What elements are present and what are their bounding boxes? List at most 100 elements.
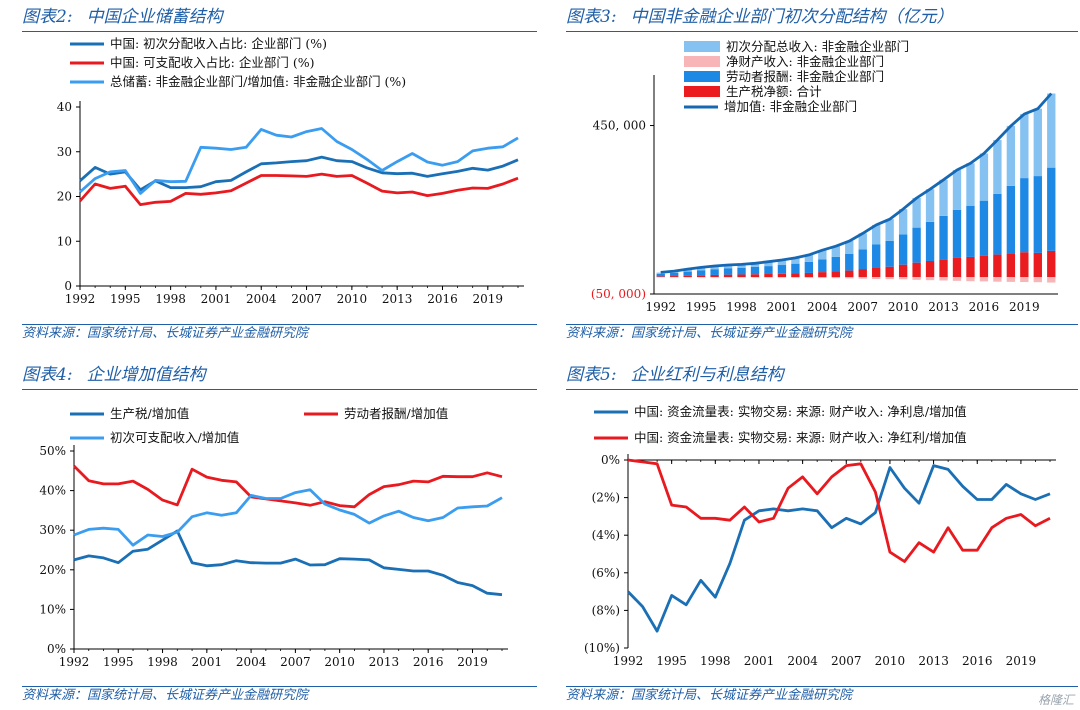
bar-income xyxy=(979,153,989,201)
bar-net-property xyxy=(952,277,962,281)
bar-income xyxy=(764,261,773,267)
bar-net-property xyxy=(1020,277,1029,283)
y-tick-label: 50% xyxy=(39,444,66,458)
y-tick-label: 0 xyxy=(64,279,72,293)
bar-net-property xyxy=(885,277,894,280)
bar-labor xyxy=(979,200,989,256)
bar-income xyxy=(656,272,665,274)
legend-label-5: 增加值: 非金融企业部门 xyxy=(724,99,857,114)
series-line-2 xyxy=(73,465,503,509)
bar-tax xyxy=(683,275,692,278)
x-tick-label: 2010 xyxy=(337,292,368,306)
bar-labor xyxy=(858,249,867,270)
x-tick-label: 2001 xyxy=(767,300,798,314)
legend-swatch-2 xyxy=(684,56,720,67)
bar-labor xyxy=(804,261,814,273)
bar-labor xyxy=(764,266,773,275)
x-tick-label: 1992 xyxy=(645,300,676,314)
bar-net-property xyxy=(912,277,921,280)
bar-net-property xyxy=(993,277,1002,282)
bar-tax xyxy=(966,256,975,278)
bar-labor xyxy=(1006,185,1016,254)
legend-label-3: 总储蓄: 非金融企业部门/增加值: 非金融企业部门 (%) xyxy=(110,74,406,89)
x-tick-label: 2007 xyxy=(291,292,322,306)
chart4-bottom-rule xyxy=(22,686,537,687)
bar-tax xyxy=(925,260,935,278)
watermark: 格隆汇 xyxy=(1037,693,1074,707)
bar-income xyxy=(885,219,894,241)
bar-net-property xyxy=(1047,277,1056,283)
bar-labor xyxy=(818,259,827,273)
chart3-top-rule xyxy=(566,31,1078,32)
y-tick-label: (8%) xyxy=(592,603,620,617)
legend-swatch-3 xyxy=(684,71,720,82)
bar-net-property xyxy=(1033,277,1042,283)
bar-labor xyxy=(831,256,840,272)
bar-labor xyxy=(925,221,935,261)
bar-income xyxy=(818,250,827,260)
chart3-source-note: 资料来源：国家统计局、长城证券产业金融研究院 xyxy=(566,326,853,341)
bar-labor xyxy=(750,266,760,275)
chart2-plot: 0 10 20 30 40 1992 1995 1998 2001 2004 2007 2010 201… xyxy=(57,36,524,306)
series-line-1 xyxy=(73,529,503,597)
bar-tax xyxy=(818,272,827,278)
y-tick-label: 0% xyxy=(601,453,620,467)
bar-net-property xyxy=(979,277,989,282)
bar-tax xyxy=(872,267,881,278)
y-tick-label: 10% xyxy=(39,602,66,616)
panel-chart3: 图表3: 中国非金融企业部门初次分配结构（亿元） 450, 000 (50, 000… xyxy=(566,4,1078,344)
y-tick-label: 10 xyxy=(57,234,72,248)
legend-label-3: 劳动者报酬: 非金融企业部门 xyxy=(726,69,884,84)
bar-tax xyxy=(764,274,773,278)
bar-labor xyxy=(939,215,948,260)
x-tick-label: 1992 xyxy=(59,655,90,669)
x-tick-label: 1998 xyxy=(147,655,178,669)
legend-swatch-1 xyxy=(684,41,720,52)
bar-net-property xyxy=(845,277,854,279)
chart3-title: 图表3: 中国非金融企业部门初次分配结构（亿元） xyxy=(566,7,954,27)
bar-tax xyxy=(750,274,760,278)
bar-labor xyxy=(993,193,1002,255)
bar-income xyxy=(966,163,975,206)
bar-labor xyxy=(966,205,975,257)
y-tick-label: 40 xyxy=(57,100,72,114)
y-tick-label: (6%) xyxy=(592,566,620,580)
bar-labor xyxy=(1033,176,1042,253)
bar-income xyxy=(791,257,800,264)
y-tick-label: (10%) xyxy=(584,641,620,655)
x-tick-label: 2010 xyxy=(324,655,355,669)
series-line-3 xyxy=(79,127,519,195)
legend-label-2: 劳动者报酬/增加值 xyxy=(344,406,448,421)
bar-income xyxy=(710,266,719,270)
bar-tax xyxy=(831,271,840,278)
bar-net-property xyxy=(966,277,975,282)
bar-income xyxy=(925,189,935,222)
bar-labor xyxy=(710,269,719,275)
bar-labor xyxy=(1047,167,1056,251)
x-tick-label: 1995 xyxy=(656,654,687,668)
x-tick-label: 2004 xyxy=(236,655,267,669)
bar-tax xyxy=(993,254,1002,278)
bar-income xyxy=(912,197,921,228)
x-tick-label: 2004 xyxy=(246,292,277,306)
bar-labor xyxy=(872,244,881,268)
y-tick-label: 30 xyxy=(57,145,72,159)
chart5-bottom-rule xyxy=(566,686,1078,687)
chart5-plot: 0% (2%) (4%) (6%) (8%) (10%)1992 1995 1998 2001 2… xyxy=(584,404,1056,668)
legend-label-2: 中国: 资金流量表: 实物交易: 来源: 财产收入: 净红利/增加值 xyxy=(634,430,967,445)
x-tick-label: 1998 xyxy=(700,654,731,668)
bar-labor xyxy=(696,270,706,276)
bar-tax xyxy=(737,274,746,278)
bar-tax xyxy=(656,276,665,278)
chart5-top-rule xyxy=(566,389,1078,390)
panel-chart4: 图表4: 企业增加值结构 0% 10% 20% 30% 40% 50% 1992 1995 199… xyxy=(22,362,537,708)
chart2-bottom-rule xyxy=(22,324,537,325)
chart2-top-rule xyxy=(22,31,537,32)
x-tick-label: 1998 xyxy=(155,292,186,306)
x-tick-label: 2013 xyxy=(928,300,959,314)
chart3-bottom-rule xyxy=(566,324,1078,325)
x-tick-label: 2013 xyxy=(918,654,949,668)
bar-labor xyxy=(885,240,894,267)
bar-net-property xyxy=(818,277,827,278)
chart5-source-note: 资料来源：国家统计局、长城证券产业金融研究院 xyxy=(566,688,853,703)
